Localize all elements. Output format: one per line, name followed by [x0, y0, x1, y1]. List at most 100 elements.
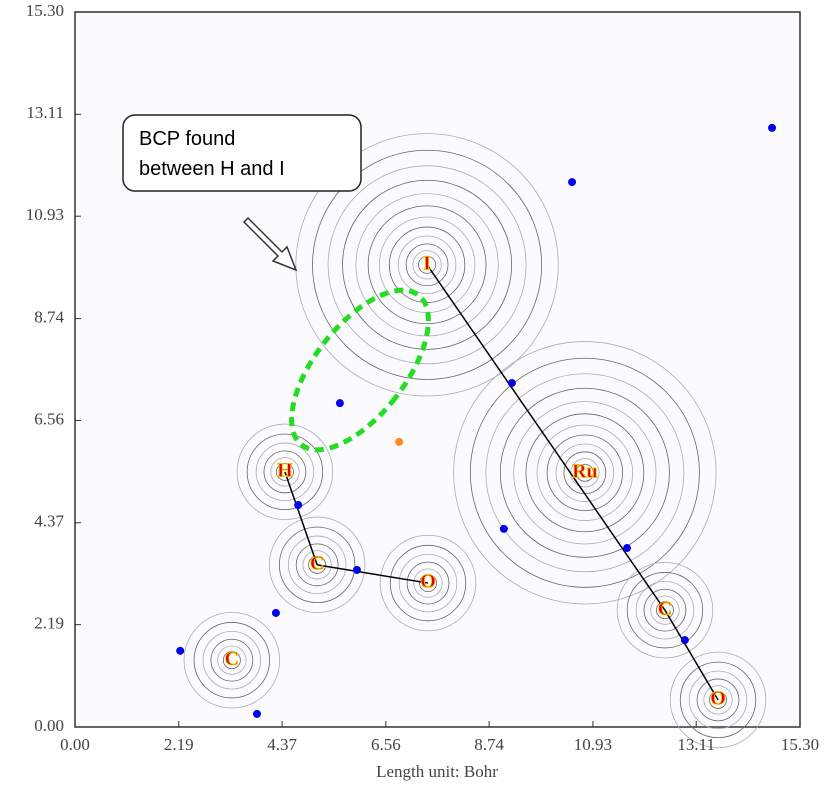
contour-line [453, 341, 717, 605]
marks: I Ru H C O C C O [176, 123, 777, 718]
contour-line [268, 516, 366, 614]
y-tick-label: 8.74 [34, 307, 64, 326]
y-tick-label: 10.93 [26, 205, 64, 224]
contour-line [679, 661, 757, 739]
contour-line [669, 651, 767, 749]
contour-line [246, 433, 324, 510]
bcp-point [271, 608, 280, 617]
contour-line [275, 462, 294, 481]
contour-line [183, 611, 281, 709]
atom-label: C [310, 552, 324, 574]
x-tick-label: 8.74 [474, 735, 504, 754]
x-tick-label: 0.00 [60, 735, 90, 754]
bcp-point [294, 501, 303, 510]
contour-line [202, 630, 262, 690]
contour-line [546, 434, 624, 511]
contour-line [469, 357, 700, 588]
contour-line [193, 622, 270, 699]
contour-line [327, 165, 527, 365]
x-tick-label: 15.30 [781, 735, 819, 754]
contour-line [513, 401, 657, 545]
callout-text: BCP found [139, 128, 235, 150]
contour-line [397, 235, 457, 295]
contour-line [312, 149, 543, 380]
contour-line [485, 373, 685, 573]
arrow [242, 216, 298, 272]
contour-line [616, 561, 714, 659]
y-tick-label: 15.30 [26, 1, 64, 20]
rcp-point [395, 437, 404, 446]
x-axis-label: Length unit: Bohr [376, 762, 498, 781]
atom-label: I [423, 252, 431, 274]
contour-line [222, 651, 241, 670]
bcp-point [568, 178, 577, 187]
contour-line [650, 595, 680, 625]
contour-line [263, 450, 307, 494]
contour-line [295, 543, 339, 587]
atom-label: C [658, 598, 672, 620]
x-tick-label: 2.19 [164, 735, 194, 754]
contour-line [635, 580, 695, 640]
contour-line [419, 574, 437, 593]
y-tick-label: 2.19 [34, 614, 64, 633]
y-tick-label: 0.00 [34, 716, 64, 735]
contour-line [255, 442, 315, 502]
contour-line [413, 568, 443, 598]
contour-line [217, 645, 247, 675]
bcp-point [623, 544, 632, 553]
bond [284, 471, 318, 566]
contour-line [703, 685, 733, 715]
contour-line [342, 179, 513, 350]
contour-line [302, 550, 332, 580]
contour-line [643, 588, 687, 632]
atom-label: Ru [572, 460, 598, 482]
bond [426, 264, 666, 611]
contour-line [696, 678, 740, 722]
bond [317, 564, 429, 584]
contour-line [379, 534, 477, 632]
contour-line [555, 443, 615, 502]
bcp-point [768, 123, 777, 132]
atom-label: O [420, 571, 436, 593]
x-tick-label: 10.93 [574, 735, 612, 754]
contour-line [236, 423, 334, 521]
atom-label: O [710, 687, 726, 709]
bcp-point [507, 379, 516, 388]
bcp-point [252, 709, 261, 718]
x-tick-label: 6.56 [371, 735, 401, 754]
contour-line [367, 205, 487, 325]
x-tick-label: 13.11 [677, 735, 715, 754]
contour-line [308, 555, 327, 574]
bond [664, 609, 719, 701]
y-tick-label: 13.11 [26, 103, 64, 122]
contour-line [210, 638, 254, 682]
bcp-point [499, 524, 508, 533]
bcp-point [176, 646, 185, 655]
contour-line [295, 133, 559, 397]
contour-line [270, 457, 300, 487]
contour-line [626, 572, 704, 649]
x-tick-label: 4.37 [267, 735, 297, 754]
y-tick-label: 4.37 [34, 512, 64, 531]
callout-box [122, 114, 362, 192]
contour-line [688, 670, 748, 730]
bcp-point [352, 565, 361, 574]
contour-line [398, 553, 458, 613]
contour-line [406, 561, 450, 605]
atom-label: H [277, 459, 293, 481]
contour-line [418, 255, 437, 274]
highlight-ellipse [289, 287, 431, 453]
bcp-point [680, 636, 689, 645]
contour-line [709, 690, 727, 709]
contour-line [525, 413, 645, 533]
contour-line [278, 526, 356, 603]
contour-line [656, 601, 674, 620]
atom-label: C [225, 648, 239, 670]
callout-text: between H and I [139, 158, 285, 180]
y-tick-label: 6.56 [34, 409, 64, 428]
contour-line [287, 535, 347, 595]
contour-line [575, 463, 594, 482]
contours [183, 133, 767, 749]
contour-line [405, 243, 449, 287]
